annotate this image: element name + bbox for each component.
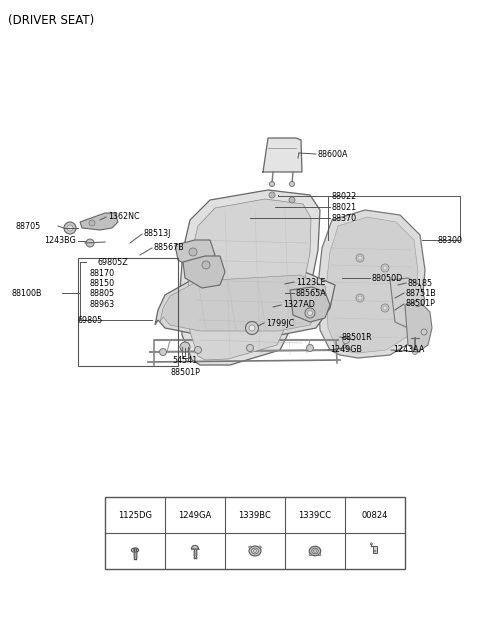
Text: 88170: 88170 xyxy=(90,269,115,277)
Text: 88185: 88185 xyxy=(408,279,433,287)
Circle shape xyxy=(159,348,167,355)
Text: 88300: 88300 xyxy=(437,235,462,245)
Ellipse shape xyxy=(309,546,321,556)
Circle shape xyxy=(247,345,253,352)
Ellipse shape xyxy=(312,548,318,554)
Circle shape xyxy=(202,261,210,269)
Circle shape xyxy=(421,329,427,335)
Circle shape xyxy=(289,181,295,186)
Polygon shape xyxy=(318,210,425,358)
Polygon shape xyxy=(160,275,326,331)
Polygon shape xyxy=(405,302,432,352)
Polygon shape xyxy=(188,199,311,360)
Circle shape xyxy=(89,220,95,226)
Text: 1339CC: 1339CC xyxy=(299,511,332,519)
Circle shape xyxy=(180,342,190,352)
Text: 1327AD: 1327AD xyxy=(283,300,315,308)
Ellipse shape xyxy=(249,546,252,548)
Circle shape xyxy=(381,304,389,312)
Polygon shape xyxy=(180,190,320,365)
Polygon shape xyxy=(390,278,425,328)
Text: 88567B: 88567B xyxy=(154,243,185,251)
Circle shape xyxy=(305,308,315,318)
Text: 88805: 88805 xyxy=(90,288,115,298)
Circle shape xyxy=(249,325,255,331)
Circle shape xyxy=(269,192,275,198)
Text: 1249GB: 1249GB xyxy=(330,345,362,353)
Circle shape xyxy=(67,225,73,231)
Circle shape xyxy=(308,311,312,316)
Text: 1339BC: 1339BC xyxy=(239,511,271,519)
Ellipse shape xyxy=(313,550,317,552)
Circle shape xyxy=(189,248,197,256)
Text: 1243BG: 1243BG xyxy=(44,235,76,245)
Ellipse shape xyxy=(249,546,261,556)
Circle shape xyxy=(245,321,259,334)
Text: 1249GA: 1249GA xyxy=(179,511,212,519)
Circle shape xyxy=(289,197,295,203)
Circle shape xyxy=(383,306,387,310)
Circle shape xyxy=(412,350,418,355)
Text: 88600A: 88600A xyxy=(318,150,348,158)
Ellipse shape xyxy=(252,548,259,554)
Polygon shape xyxy=(80,213,118,230)
Text: 88150: 88150 xyxy=(90,279,115,287)
Polygon shape xyxy=(262,138,302,172)
Text: 88501P: 88501P xyxy=(406,298,436,308)
Text: 88021: 88021 xyxy=(332,202,357,212)
Circle shape xyxy=(269,181,275,186)
Circle shape xyxy=(356,254,364,262)
Polygon shape xyxy=(155,272,335,335)
Text: 88963: 88963 xyxy=(90,300,115,308)
Circle shape xyxy=(383,266,387,270)
Text: 88100B: 88100B xyxy=(12,288,43,298)
Text: 1799JC: 1799JC xyxy=(266,319,294,327)
Polygon shape xyxy=(175,240,215,270)
Text: 88501R: 88501R xyxy=(342,332,372,342)
Text: 88565A: 88565A xyxy=(296,288,327,298)
Polygon shape xyxy=(183,256,225,288)
Text: 1123LE: 1123LE xyxy=(296,277,325,287)
Bar xyxy=(78,258,178,366)
Circle shape xyxy=(86,239,94,247)
Polygon shape xyxy=(290,287,330,322)
Circle shape xyxy=(358,256,362,260)
Ellipse shape xyxy=(309,553,312,556)
Text: 54541: 54541 xyxy=(172,355,198,365)
Text: 88022: 88022 xyxy=(332,191,357,201)
Text: 88705: 88705 xyxy=(15,222,40,230)
Circle shape xyxy=(371,543,372,545)
Bar xyxy=(373,546,377,553)
Circle shape xyxy=(381,264,389,272)
Text: 88501P: 88501P xyxy=(170,368,200,376)
Circle shape xyxy=(358,296,362,300)
Ellipse shape xyxy=(253,550,257,552)
Ellipse shape xyxy=(132,548,139,552)
Circle shape xyxy=(64,222,76,234)
Text: 1362NC: 1362NC xyxy=(108,212,140,220)
Circle shape xyxy=(307,345,313,352)
Ellipse shape xyxy=(374,550,376,552)
Text: 69805Z: 69805Z xyxy=(98,258,129,267)
Text: 00824: 00824 xyxy=(362,511,388,519)
Text: 88513J: 88513J xyxy=(144,228,171,238)
Text: 88751B: 88751B xyxy=(406,288,437,298)
Text: 88050D: 88050D xyxy=(372,274,403,282)
Text: 1243AA: 1243AA xyxy=(393,345,424,353)
Text: 1125DG: 1125DG xyxy=(118,511,152,519)
Text: 69805: 69805 xyxy=(78,316,103,324)
Text: 88370: 88370 xyxy=(332,214,357,222)
Wedge shape xyxy=(192,545,199,549)
Circle shape xyxy=(356,294,364,302)
Circle shape xyxy=(415,300,421,306)
Bar xyxy=(105,497,405,569)
Text: (DRIVER SEAT): (DRIVER SEAT) xyxy=(8,14,94,27)
Ellipse shape xyxy=(318,553,321,556)
Circle shape xyxy=(343,337,349,344)
Ellipse shape xyxy=(133,549,137,552)
Polygon shape xyxy=(326,217,418,353)
Circle shape xyxy=(194,347,202,353)
Ellipse shape xyxy=(258,546,261,548)
